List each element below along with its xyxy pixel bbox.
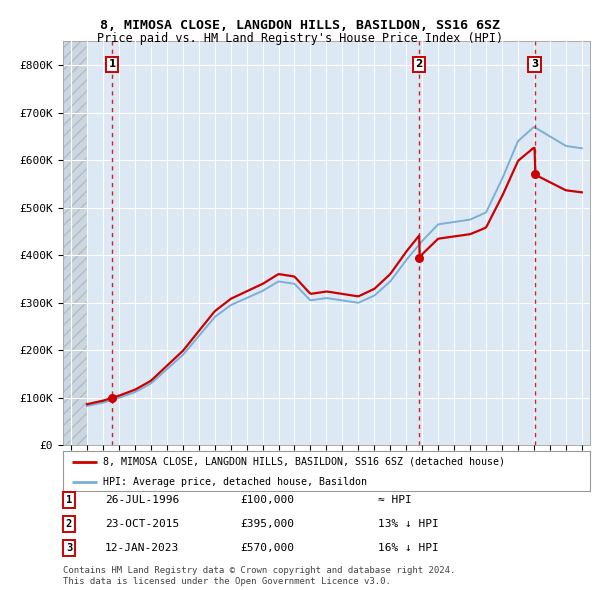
Text: 8, MIMOSA CLOSE, LANGDON HILLS, BASILDON, SS16 6SZ: 8, MIMOSA CLOSE, LANGDON HILLS, BASILDON… [100, 19, 500, 32]
Text: HPI: Average price, detached house, Basildon: HPI: Average price, detached house, Basi… [103, 477, 367, 487]
Text: 8, MIMOSA CLOSE, LANGDON HILLS, BASILDON, SS16 6SZ (detached house): 8, MIMOSA CLOSE, LANGDON HILLS, BASILDON… [103, 457, 505, 467]
Text: 2: 2 [416, 60, 423, 70]
Text: £395,000: £395,000 [240, 519, 294, 529]
Text: 12-JAN-2023: 12-JAN-2023 [105, 543, 179, 553]
Text: £570,000: £570,000 [240, 543, 294, 553]
Text: ≈ HPI: ≈ HPI [378, 495, 412, 504]
Text: £100,000: £100,000 [240, 495, 294, 504]
Text: Price paid vs. HM Land Registry's House Price Index (HPI): Price paid vs. HM Land Registry's House … [97, 32, 503, 45]
Text: Contains HM Land Registry data © Crown copyright and database right 2024.
This d: Contains HM Land Registry data © Crown c… [63, 566, 455, 586]
Text: 13% ↓ HPI: 13% ↓ HPI [378, 519, 439, 529]
Bar [63, 41, 87, 445]
Text: 3: 3 [531, 60, 538, 70]
Text: 26-JUL-1996: 26-JUL-1996 [105, 495, 179, 504]
Text: 2: 2 [66, 519, 72, 529]
Text: 1: 1 [66, 495, 72, 504]
Text: 1: 1 [109, 60, 116, 70]
Text: 23-OCT-2015: 23-OCT-2015 [105, 519, 179, 529]
Text: 16% ↓ HPI: 16% ↓ HPI [378, 543, 439, 553]
Text: 3: 3 [66, 543, 72, 553]
